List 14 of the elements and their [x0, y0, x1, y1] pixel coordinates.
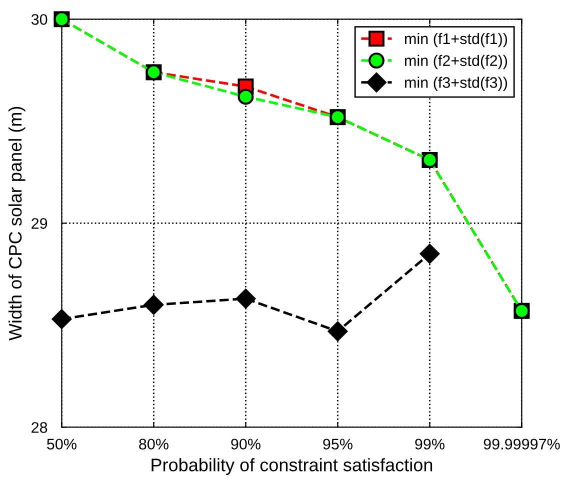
legend-label: min (f1+std(f1)) — [405, 32, 508, 48]
x-tick-label: 99.99997% — [484, 438, 560, 450]
x-tick-label: 90% — [231, 438, 260, 450]
x-tick-label: 80% — [139, 438, 168, 450]
y-axis-title: Width of CPC solar panel (m) — [8, 106, 26, 341]
x-tick-label: 95% — [323, 438, 352, 450]
x-tick-label: 50% — [47, 438, 76, 450]
legend-label: min (f2+std(f2)) — [405, 54, 508, 70]
x-axis-title: Probability of constraint satisfaction — [152, 458, 432, 475]
y-tick-label: 30 — [31, 14, 48, 25]
y-tick-label: 28 — [32, 422, 48, 433]
y-tick-label: 29 — [32, 218, 48, 229]
x-tick-label: 99% — [415, 438, 444, 450]
legend-label: min (f3+std(f3)) — [405, 76, 508, 91]
